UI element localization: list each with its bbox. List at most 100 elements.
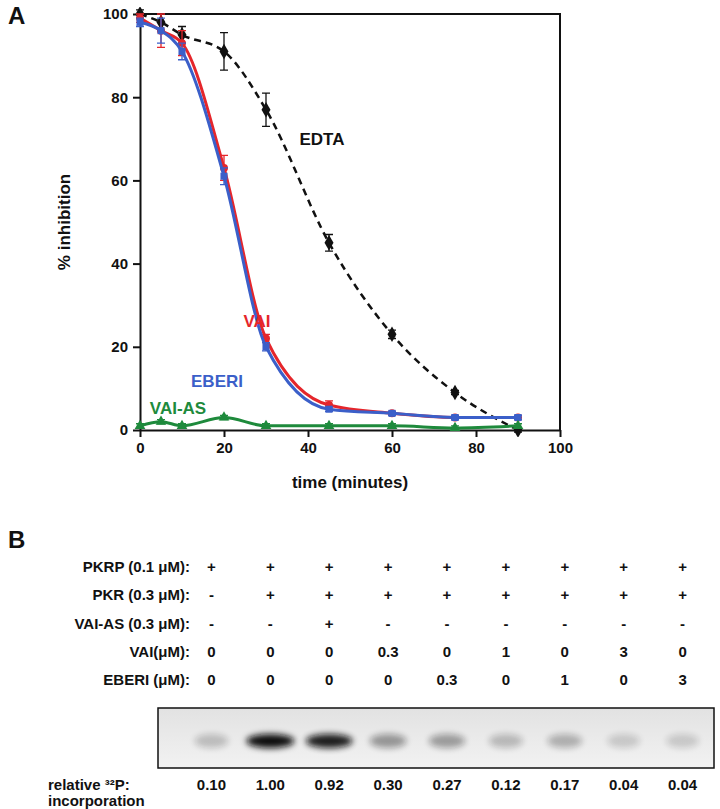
data-point	[388, 410, 395, 417]
x-tick-label: 100	[548, 439, 573, 456]
y-tick: 100	[103, 5, 140, 22]
row-cell: 0	[325, 643, 333, 660]
data-label: 0.12	[491, 776, 520, 793]
x-tick-mark	[224, 430, 226, 437]
error-bar	[220, 168, 228, 185]
y-tick: 40	[111, 255, 140, 272]
row-cell: 0	[502, 671, 510, 688]
series-label: EBERI	[191, 372, 243, 391]
data-point	[325, 406, 332, 413]
row-cell: 0	[207, 643, 215, 660]
data-point	[388, 327, 397, 343]
y-tick-mark	[133, 346, 140, 348]
row-label: EBERI (μM):	[103, 671, 190, 688]
row-cell: 0.3	[437, 671, 458, 688]
plot-area	[135, 7, 524, 437]
series-label: VAI	[243, 312, 270, 331]
row-cell: +	[678, 558, 687, 575]
data-label: 0.04	[609, 776, 639, 793]
series-2	[136, 18, 522, 421]
x-axis-line	[141, 430, 561, 432]
figure-svg: A020406080100020406080100time (minutes)%…	[0, 0, 720, 809]
band	[489, 734, 523, 748]
y-tick-label: 100	[103, 5, 128, 22]
y-tick-label: 0	[120, 421, 128, 438]
x-tick-label: 0	[136, 439, 144, 456]
data-point	[262, 102, 271, 118]
error-bar	[325, 234, 333, 251]
row-label: PKR (0.3 μM):	[92, 586, 190, 603]
value-title: incorporation	[48, 792, 145, 809]
error-bar	[178, 43, 186, 60]
row-cell: +	[443, 586, 452, 603]
plot-frame	[140, 14, 560, 430]
row-cell: +	[619, 586, 628, 603]
data-point	[513, 420, 524, 429]
y-tick-mark	[133, 263, 140, 265]
row-cell: +	[325, 586, 334, 603]
row-cell: 1	[502, 643, 510, 660]
series-line	[140, 18, 518, 417]
row-cell: -	[386, 615, 391, 632]
row-cell: +	[325, 558, 334, 575]
band	[306, 734, 353, 748]
band	[547, 734, 582, 748]
data-point	[451, 414, 458, 421]
series-label: VAI-AS	[150, 399, 206, 418]
x-tick-label: 80	[468, 439, 485, 456]
y-tick: 60	[111, 172, 140, 189]
x-axis: 020406080100	[136, 430, 573, 456]
x-tick: 0	[136, 430, 144, 456]
x-axis-title: time (minutes)	[292, 473, 408, 492]
row-cell: 0	[619, 671, 627, 688]
data-label: 0.27	[432, 776, 461, 793]
data-label: 0.04	[668, 776, 698, 793]
panel-label: B	[8, 526, 25, 553]
data-point	[157, 27, 164, 34]
x-tick: 80	[468, 430, 485, 456]
data-point	[178, 48, 185, 55]
data-point	[220, 44, 229, 60]
x-tick-mark	[308, 430, 310, 437]
gel-image	[158, 708, 714, 768]
band	[246, 734, 294, 748]
x-tick: 40	[300, 430, 317, 456]
row-cell: 0	[678, 643, 686, 660]
y-tick-label: 80	[111, 89, 128, 106]
row-label: VAI(μM):	[129, 643, 190, 660]
data-point	[177, 420, 188, 429]
row-cell: +	[266, 558, 275, 575]
data-point	[387, 420, 398, 429]
y-tick: 20	[111, 338, 140, 355]
row-cell: -	[209, 586, 214, 603]
data-point	[220, 173, 227, 180]
row-cell: 0.3	[378, 643, 399, 660]
data-label: 0.10	[197, 776, 226, 793]
error-bar	[262, 93, 270, 126]
y-tick-mark	[133, 180, 140, 182]
data-label: 0.30	[374, 776, 403, 793]
error-bar	[136, 18, 144, 26]
row-cell: +	[384, 586, 393, 603]
row-cell: -	[268, 615, 273, 632]
error-bar	[220, 33, 228, 70]
x-tick-mark	[392, 430, 394, 437]
error-bar-line	[262, 343, 270, 351]
y-tick-label: 20	[111, 338, 128, 355]
row-cell: +	[502, 558, 511, 575]
row-cell: 1	[561, 671, 569, 688]
data-label: 1.00	[256, 776, 285, 793]
row-cell: +	[502, 586, 511, 603]
row-cell: +	[678, 586, 687, 603]
figure: A020406080100020406080100time (minutes)%…	[0, 0, 720, 809]
band	[607, 734, 640, 748]
error-bar	[157, 14, 165, 47]
error-bar-line	[220, 33, 228, 70]
error-bar-line	[136, 18, 144, 26]
row-label: VAI-AS (0.3 μM):	[74, 615, 190, 632]
error-bar	[157, 18, 165, 43]
data-point	[136, 19, 143, 26]
row-cell: +	[325, 615, 334, 632]
row-cell: -	[209, 615, 214, 632]
row-cell: +	[619, 558, 628, 575]
